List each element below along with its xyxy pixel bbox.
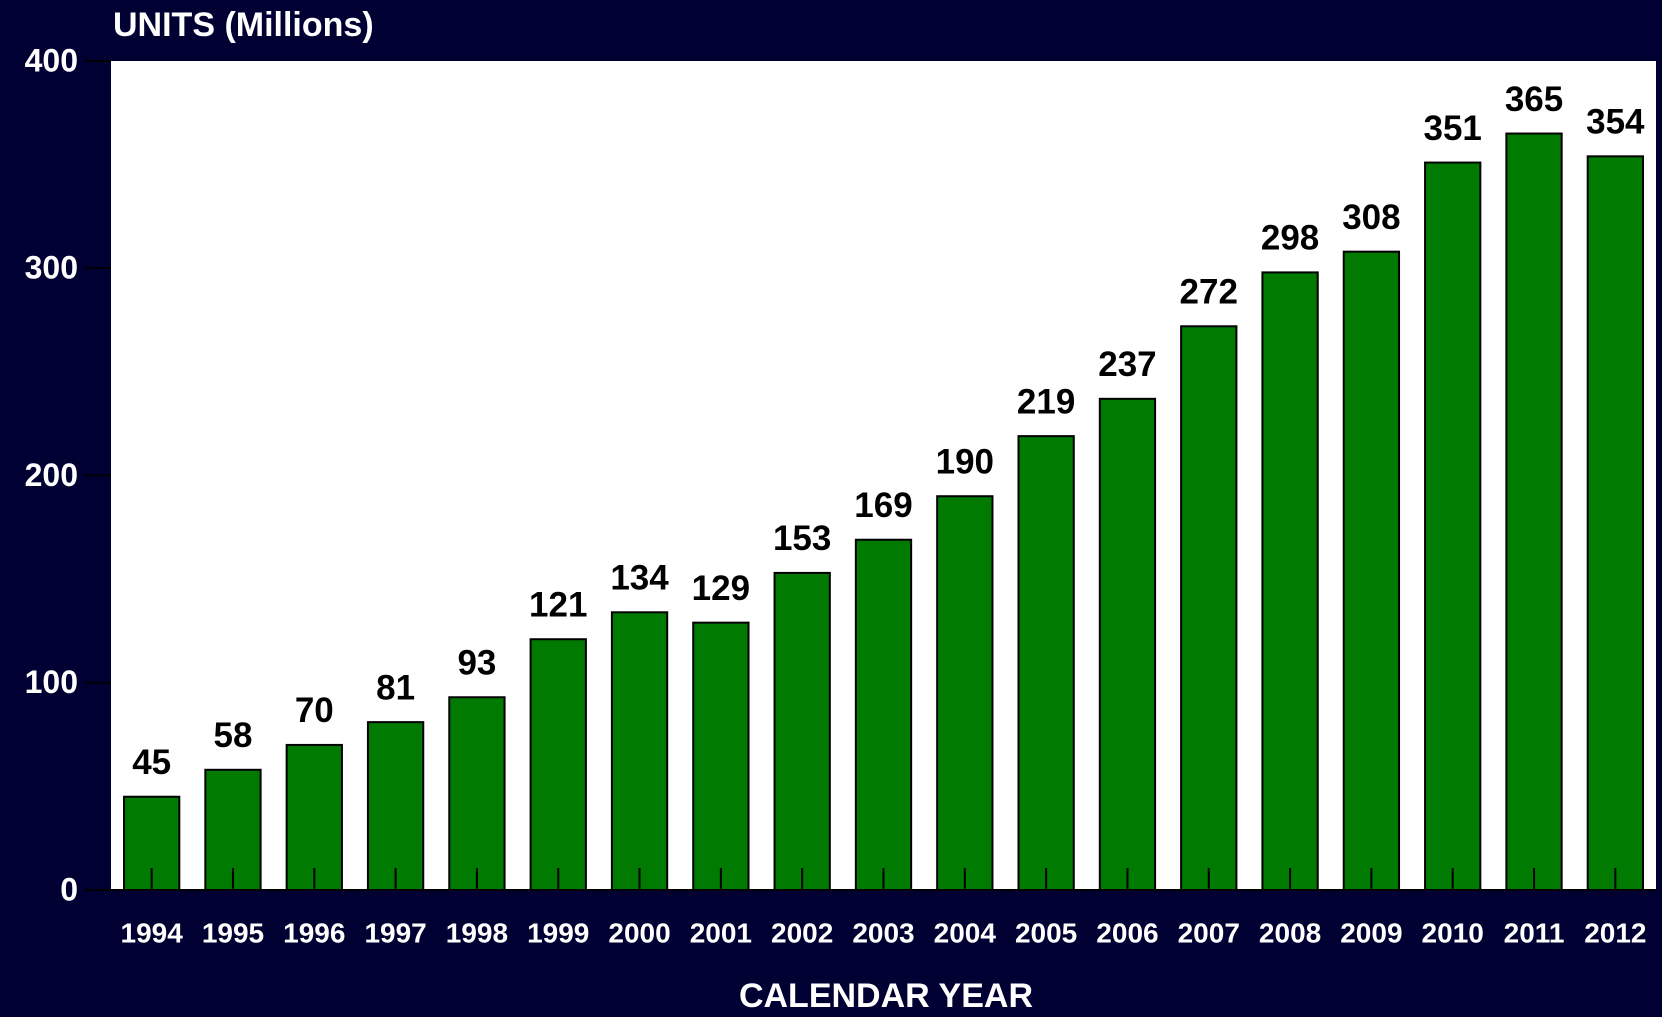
- x-tick-label: 1998: [446, 917, 508, 948]
- bar: [1098, 397, 1157, 891]
- data-label: 81: [376, 668, 415, 707]
- bar: [285, 743, 343, 891]
- x-tick-label: 2007: [1178, 917, 1240, 948]
- bar: [1342, 250, 1401, 892]
- bar: [692, 621, 750, 892]
- bar: [854, 538, 913, 891]
- y-tick-label: 200: [25, 457, 78, 493]
- x-axis-label: CALENDAR YEAR: [739, 977, 1033, 1015]
- bar: [773, 571, 831, 891]
- x-tick-label: 2001: [690, 917, 752, 948]
- x-tick-label: 1999: [527, 917, 589, 948]
- x-tick-label: 2000: [608, 917, 670, 948]
- data-label: 153: [773, 519, 831, 558]
- bar: [1261, 271, 1319, 891]
- x-tick-label: 2005: [1015, 917, 1077, 948]
- bar: [936, 495, 994, 891]
- data-label: 169: [854, 486, 912, 525]
- bar: [610, 611, 669, 891]
- x-tick-label: 1995: [202, 917, 264, 948]
- x-tick-label: 2010: [1422, 917, 1484, 948]
- data-label: 134: [610, 559, 669, 598]
- bar: [1424, 161, 1482, 892]
- x-tick-label: 1997: [364, 917, 426, 948]
- data-label: 121: [529, 585, 587, 624]
- data-label: 93: [457, 644, 496, 683]
- x-tick-label: 2008: [1259, 917, 1321, 948]
- x-tick-label: 2002: [771, 917, 833, 948]
- x-tick-label: 2004: [934, 917, 997, 948]
- x-tick-label: 1994: [121, 917, 184, 948]
- data-label: 129: [692, 569, 750, 608]
- bar: [1505, 132, 1563, 892]
- x-tick-label: 2003: [852, 917, 914, 948]
- data-label: 354: [1586, 103, 1645, 142]
- bar: [1180, 325, 1238, 891]
- bar: [529, 638, 587, 891]
- bar: [448, 696, 506, 891]
- x-tick-label: 2012: [1584, 917, 1646, 948]
- data-label: 308: [1342, 198, 1400, 237]
- data-label: 70: [295, 691, 334, 730]
- x-tick-label: 2011: [1504, 917, 1565, 948]
- y-tick-label: 0: [60, 871, 78, 907]
- data-label: 272: [1180, 273, 1238, 312]
- y-tick-label: 400: [25, 42, 78, 78]
- x-tick-label: 2009: [1340, 917, 1402, 948]
- y-tick-label: 100: [25, 664, 78, 700]
- bar: [1586, 155, 1644, 891]
- y-tick-label: 300: [25, 250, 78, 286]
- x-tick-label: 1996: [283, 917, 345, 948]
- bar: [1017, 435, 1075, 891]
- data-label: 190: [936, 442, 994, 481]
- data-label: 237: [1098, 345, 1156, 384]
- data-label: 58: [214, 716, 253, 755]
- data-label: 298: [1261, 219, 1319, 258]
- data-label: 45: [132, 743, 171, 782]
- x-tick-label: 2006: [1096, 917, 1158, 948]
- data-label: 365: [1505, 80, 1563, 119]
- bar: [366, 721, 425, 891]
- data-label: 351: [1424, 109, 1482, 148]
- data-label: 219: [1017, 382, 1075, 421]
- chart-title: UNITS (Millions): [113, 6, 374, 44]
